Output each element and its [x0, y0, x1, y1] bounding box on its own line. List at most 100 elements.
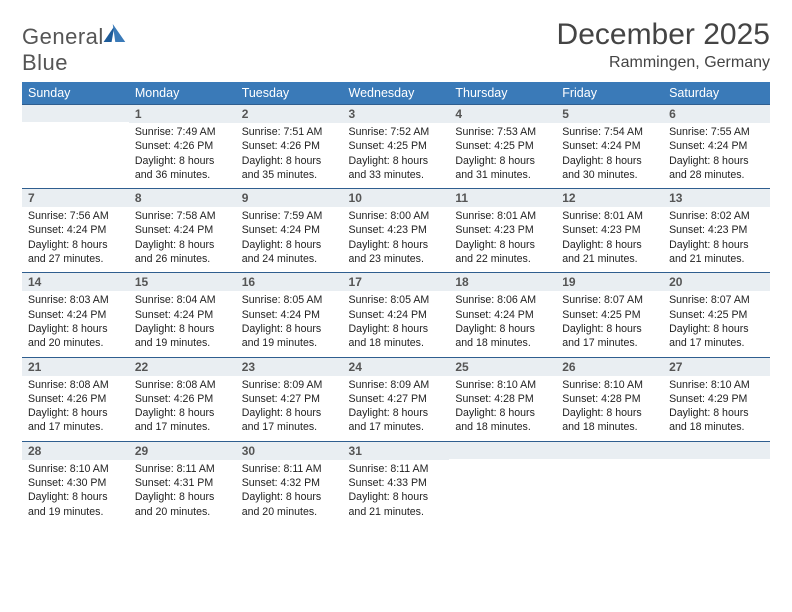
day-details: Sunrise: 8:11 AMSunset: 4:33 PMDaylight:…	[343, 460, 450, 525]
day-number: 23	[236, 358, 343, 376]
daylight1-text: Daylight: 8 hours	[242, 154, 337, 168]
daylight2-text: and 36 minutes.	[135, 168, 230, 182]
day-details: Sunrise: 8:11 AMSunset: 4:31 PMDaylight:…	[129, 460, 236, 525]
calendar-cell: 13Sunrise: 8:02 AMSunset: 4:23 PMDayligh…	[663, 188, 770, 272]
day-details	[449, 459, 556, 517]
calendar-week-row: 1Sunrise: 7:49 AMSunset: 4:26 PMDaylight…	[22, 104, 770, 188]
daylight2-text: and 35 minutes.	[242, 168, 337, 182]
sunset-text: Sunset: 4:23 PM	[562, 223, 657, 237]
sunset-text: Sunset: 4:25 PM	[455, 139, 550, 153]
day-details: Sunrise: 8:10 AMSunset: 4:28 PMDaylight:…	[449, 376, 556, 441]
calendar-cell: 12Sunrise: 8:01 AMSunset: 4:23 PMDayligh…	[556, 188, 663, 272]
day-number: 22	[129, 358, 236, 376]
calendar-cell: 9Sunrise: 7:59 AMSunset: 4:24 PMDaylight…	[236, 188, 343, 272]
sunset-text: Sunset: 4:28 PM	[455, 392, 550, 406]
day-details: Sunrise: 8:06 AMSunset: 4:24 PMDaylight:…	[449, 291, 556, 356]
calendar-cell: 11Sunrise: 8:01 AMSunset: 4:23 PMDayligh…	[449, 188, 556, 272]
day-details: Sunrise: 8:09 AMSunset: 4:27 PMDaylight:…	[343, 376, 450, 441]
title-block: December 2025 Rammingen, Germany	[557, 18, 770, 72]
sunset-text: Sunset: 4:26 PM	[135, 392, 230, 406]
calendar-week-row: 14Sunrise: 8:03 AMSunset: 4:24 PMDayligh…	[22, 272, 770, 356]
calendar-cell: 2Sunrise: 7:51 AMSunset: 4:26 PMDaylight…	[236, 104, 343, 188]
day-number: 15	[129, 273, 236, 291]
sunrise-text: Sunrise: 8:02 AM	[669, 209, 764, 223]
page-title: December 2025	[557, 18, 770, 52]
sunset-text: Sunset: 4:32 PM	[242, 476, 337, 490]
daylight2-text: and 20 minutes.	[28, 336, 123, 350]
daylight2-text: and 17 minutes.	[135, 420, 230, 434]
daylight1-text: Daylight: 8 hours	[349, 238, 444, 252]
logo-sail2-icon	[113, 24, 126, 42]
day-details: Sunrise: 8:08 AMSunset: 4:26 PMDaylight:…	[22, 376, 129, 441]
daylight1-text: Daylight: 8 hours	[28, 322, 123, 336]
daylight1-text: Daylight: 8 hours	[349, 154, 444, 168]
daylight1-text: Daylight: 8 hours	[455, 238, 550, 252]
day-number	[556, 442, 663, 459]
day-details	[663, 459, 770, 517]
day-details: Sunrise: 8:10 AMSunset: 4:30 PMDaylight:…	[22, 460, 129, 525]
day-details: Sunrise: 8:10 AMSunset: 4:29 PMDaylight:…	[663, 376, 770, 441]
daylight2-text: and 19 minutes.	[28, 505, 123, 519]
daylight1-text: Daylight: 8 hours	[455, 406, 550, 420]
sunset-text: Sunset: 4:24 PM	[242, 223, 337, 237]
daylight2-text: and 20 minutes.	[242, 505, 337, 519]
sunset-text: Sunset: 4:24 PM	[455, 308, 550, 322]
sunset-text: Sunset: 4:24 PM	[28, 308, 123, 322]
daylight2-text: and 18 minutes.	[349, 336, 444, 350]
weekday-header: Tuesday	[236, 82, 343, 104]
daylight2-text: and 17 minutes.	[669, 336, 764, 350]
daylight1-text: Daylight: 8 hours	[349, 406, 444, 420]
sunrise-text: Sunrise: 7:49 AM	[135, 125, 230, 139]
sunset-text: Sunset: 4:33 PM	[349, 476, 444, 490]
sunrise-text: Sunrise: 8:01 AM	[562, 209, 657, 223]
daylight1-text: Daylight: 8 hours	[562, 238, 657, 252]
calendar-cell: 7Sunrise: 7:56 AMSunset: 4:24 PMDaylight…	[22, 188, 129, 272]
daylight2-text: and 20 minutes.	[135, 505, 230, 519]
day-details: Sunrise: 8:11 AMSunset: 4:32 PMDaylight:…	[236, 460, 343, 525]
header: General Blue December 2025 Rammingen, Ge…	[22, 18, 770, 76]
daylight1-text: Daylight: 8 hours	[28, 238, 123, 252]
daylight2-text: and 21 minutes.	[562, 252, 657, 266]
calendar-cell: 8Sunrise: 7:58 AMSunset: 4:24 PMDaylight…	[129, 188, 236, 272]
daylight1-text: Daylight: 8 hours	[135, 154, 230, 168]
weekday-header: Wednesday	[343, 82, 450, 104]
weekday-header: Saturday	[663, 82, 770, 104]
daylight1-text: Daylight: 8 hours	[669, 406, 764, 420]
calendar-cell: 19Sunrise: 8:07 AMSunset: 4:25 PMDayligh…	[556, 272, 663, 356]
daylight1-text: Daylight: 8 hours	[669, 322, 764, 336]
sunrise-text: Sunrise: 7:52 AM	[349, 125, 444, 139]
day-number: 10	[343, 189, 450, 207]
day-number: 30	[236, 442, 343, 460]
day-details: Sunrise: 8:05 AMSunset: 4:24 PMDaylight:…	[236, 291, 343, 356]
daylight1-text: Daylight: 8 hours	[455, 322, 550, 336]
calendar-week-row: 21Sunrise: 8:08 AMSunset: 4:26 PMDayligh…	[22, 357, 770, 441]
logo-text: General Blue	[22, 24, 124, 76]
sunrise-text: Sunrise: 8:08 AM	[135, 378, 230, 392]
day-number: 8	[129, 189, 236, 207]
daylight2-text: and 22 minutes.	[455, 252, 550, 266]
day-details	[556, 459, 663, 517]
day-details: Sunrise: 7:51 AMSunset: 4:26 PMDaylight:…	[236, 123, 343, 188]
day-number: 9	[236, 189, 343, 207]
day-details: Sunrise: 8:07 AMSunset: 4:25 PMDaylight:…	[663, 291, 770, 356]
sunset-text: Sunset: 4:23 PM	[349, 223, 444, 237]
day-number: 3	[343, 105, 450, 123]
calendar-cell: 23Sunrise: 8:09 AMSunset: 4:27 PMDayligh…	[236, 357, 343, 441]
day-details: Sunrise: 7:59 AMSunset: 4:24 PMDaylight:…	[236, 207, 343, 272]
calendar-cell: 16Sunrise: 8:05 AMSunset: 4:24 PMDayligh…	[236, 272, 343, 356]
day-number: 17	[343, 273, 450, 291]
daylight1-text: Daylight: 8 hours	[242, 490, 337, 504]
day-number: 14	[22, 273, 129, 291]
sunrise-text: Sunrise: 8:10 AM	[562, 378, 657, 392]
calendar-cell: 29Sunrise: 8:11 AMSunset: 4:31 PMDayligh…	[129, 441, 236, 525]
weekday-header: Monday	[129, 82, 236, 104]
calendar-cell: 20Sunrise: 8:07 AMSunset: 4:25 PMDayligh…	[663, 272, 770, 356]
calendar-page: General Blue December 2025 Rammingen, Ge…	[0, 0, 792, 535]
sunset-text: Sunset: 4:24 PM	[349, 308, 444, 322]
day-number: 7	[22, 189, 129, 207]
day-number: 21	[22, 358, 129, 376]
sunrise-text: Sunrise: 8:00 AM	[349, 209, 444, 223]
calendar-cell: 25Sunrise: 8:10 AMSunset: 4:28 PMDayligh…	[449, 357, 556, 441]
calendar-body: 1Sunrise: 7:49 AMSunset: 4:26 PMDaylight…	[22, 104, 770, 525]
calendar-week-row: 28Sunrise: 8:10 AMSunset: 4:30 PMDayligh…	[22, 441, 770, 525]
